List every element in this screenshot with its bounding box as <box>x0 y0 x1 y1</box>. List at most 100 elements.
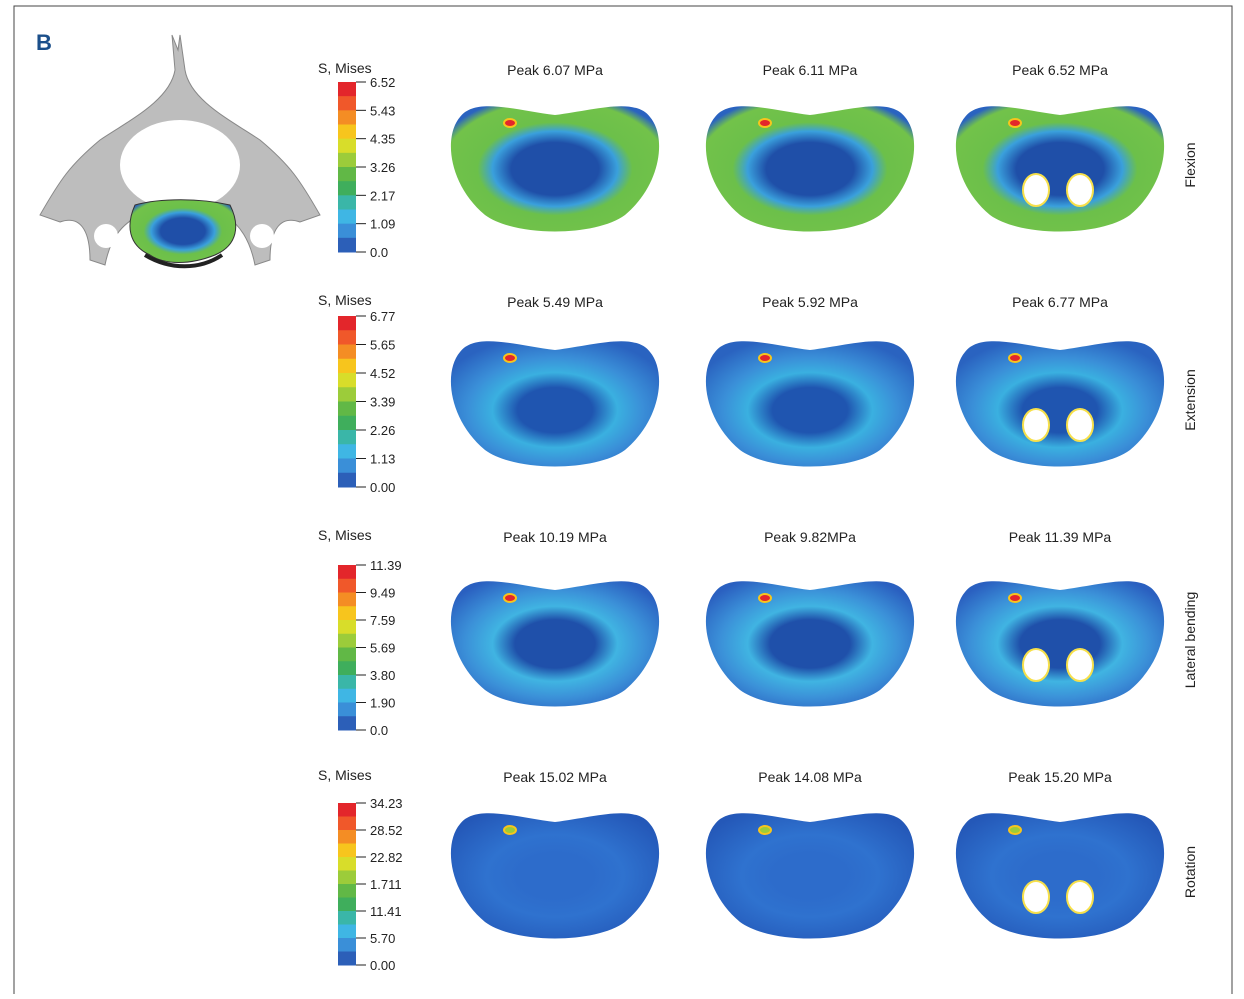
hot-spot <box>1009 354 1021 362</box>
peak-label: Peak 6.07 MPa <box>507 62 603 78</box>
condition-label: Rotation <box>1182 846 1198 898</box>
legend-title: S, Mises <box>318 60 372 76</box>
legend-swatch <box>338 803 356 817</box>
legend-swatch <box>338 844 356 858</box>
legend-tick-label: 0.00 <box>370 958 395 973</box>
map-shape <box>956 341 1164 466</box>
figure: B S, Mises6.525.434.353.262.171.090.0Pea… <box>0 0 1244 994</box>
legend-tick-label: 0.00 <box>370 480 395 495</box>
legend-swatch <box>338 224 356 239</box>
legend-tick-label: 9.49 <box>370 586 395 601</box>
legend-swatch <box>338 210 356 225</box>
map-shape <box>956 813 1164 938</box>
stress-map <box>706 813 914 938</box>
legend-swatch <box>338 387 356 402</box>
legend-tick-label: 6.77 <box>370 309 395 324</box>
peak-label: Peak 14.08 MPa <box>758 769 862 785</box>
legend-tick-label: 5.70 <box>370 931 395 946</box>
stress-map <box>451 106 659 231</box>
legend-swatch <box>338 911 356 925</box>
legend-swatch <box>338 579 356 593</box>
legend-tick-label: 3.80 <box>370 668 395 683</box>
map-shape <box>451 581 659 706</box>
legend-tick-label: 1.711 <box>370 877 402 892</box>
hot-spot <box>759 119 771 127</box>
stress-map <box>706 106 914 231</box>
legend-swatch <box>338 139 356 154</box>
legend-tick-label: 4.35 <box>370 132 395 147</box>
legend-swatch <box>338 373 356 388</box>
stress-map <box>956 581 1164 706</box>
peak-label: Peak 6.77 MPa <box>1012 294 1108 310</box>
condition-label: Flexion <box>1182 142 1198 187</box>
legend-tick-label: 5.65 <box>370 338 395 353</box>
legend-swatch <box>338 689 356 703</box>
peak-label: Peak 6.11 MPa <box>763 62 858 78</box>
legend-swatch <box>338 675 356 689</box>
legend-tick-label: 4.52 <box>370 366 395 381</box>
legend-title: S, Mises <box>318 767 372 783</box>
hot-spot <box>504 354 516 362</box>
map-shape <box>956 106 1164 231</box>
legend-swatch <box>338 459 356 474</box>
legend-swatch <box>338 871 356 885</box>
hole <box>1023 174 1049 206</box>
legend-swatch <box>338 857 356 871</box>
legend-swatch <box>338 716 356 730</box>
legend-tick-label: 1.90 <box>370 696 395 711</box>
hole <box>1023 881 1049 913</box>
peak-label: Peak 5.92 MPa <box>762 294 858 310</box>
legend-tick-label: 11.39 <box>370 558 402 573</box>
legend-swatch <box>338 444 356 459</box>
legend-swatch <box>338 938 356 952</box>
legend-swatch <box>338 167 356 182</box>
stress-map <box>706 341 914 466</box>
legend-swatch <box>338 661 356 675</box>
legend-tick-label: 0.0 <box>370 723 388 738</box>
hole <box>1067 409 1093 441</box>
legend-title: S, Mises <box>318 292 372 308</box>
hole <box>1067 881 1093 913</box>
map-shape <box>706 106 914 231</box>
legend-swatch <box>338 620 356 634</box>
legend-swatch <box>338 473 356 488</box>
legend-tick-label: 0.0 <box>370 245 388 260</box>
legend-swatch <box>338 925 356 939</box>
hot-spot <box>1009 826 1021 834</box>
legend-tick-label: 2.17 <box>370 188 395 203</box>
legend-tick-label: 22.82 <box>370 850 403 865</box>
peak-label: Peak 6.52 MPa <box>1012 62 1108 78</box>
hole <box>1023 409 1049 441</box>
legend-swatch <box>338 125 356 140</box>
legend-swatch <box>338 316 356 331</box>
hot-spot <box>504 826 516 834</box>
legend-tick-label: 1.09 <box>370 217 395 232</box>
map-shape <box>706 813 914 938</box>
stress-map <box>956 341 1164 466</box>
hot-spot <box>1009 594 1021 602</box>
stress-map <box>706 581 914 706</box>
hot-spot <box>504 119 516 127</box>
legend-swatch <box>338 830 356 844</box>
peak-label: Peak 11.39 MPa <box>1009 529 1112 545</box>
legend-swatch <box>338 817 356 831</box>
peak-label: Peak 15.20 MPa <box>1008 769 1112 785</box>
legend-tick-label: 28.52 <box>370 823 403 838</box>
legend-tick-label: 5.43 <box>370 103 395 118</box>
panel-label: B <box>36 30 52 55</box>
stress-map <box>956 813 1164 938</box>
map-shape <box>706 581 914 706</box>
stress-map <box>451 341 659 466</box>
legend-swatch <box>338 402 356 417</box>
legend-tick-label: 2.26 <box>370 423 395 438</box>
legend-swatch <box>338 359 356 374</box>
stress-map <box>451 813 659 938</box>
legend-swatch <box>338 430 356 445</box>
legend-swatch <box>338 606 356 620</box>
map-shape <box>706 341 914 466</box>
legend-swatch <box>338 110 356 125</box>
legend-swatch <box>338 96 356 111</box>
condition-label: Extension <box>1182 369 1198 430</box>
hole <box>1023 649 1049 681</box>
legend-swatch <box>338 884 356 898</box>
